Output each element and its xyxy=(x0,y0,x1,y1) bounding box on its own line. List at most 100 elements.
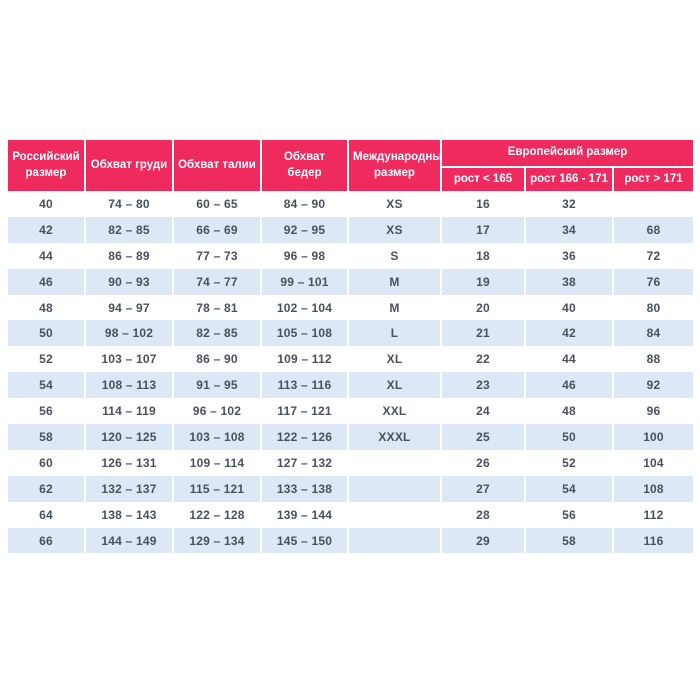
hips-cell: 117 – 121 xyxy=(262,398,349,425)
international-size-cell: XXL xyxy=(349,398,442,425)
chest-cell: 126 – 131 xyxy=(86,449,174,476)
height-lt-165-cell: 18 xyxy=(442,242,526,269)
table-row: 46 90 – 93 74 – 77 99 – 101 M 19 38 76 xyxy=(8,268,694,295)
height-166-171-cell: 32 xyxy=(526,191,614,217)
table-row: 64 138 – 143 122 – 128 139 – 144 28 56 112 xyxy=(8,501,694,528)
table-body: 40 74 – 80 60 – 65 84 – 90 XS 16 32 42 82 – 85 66… xyxy=(8,191,694,554)
header-international-size: Международный размер xyxy=(349,140,442,191)
hips-cell: 84 – 90 xyxy=(262,191,349,217)
header-height-lt-165: рост < 165 xyxy=(442,168,526,191)
waist-cell: 129 – 134 xyxy=(174,527,262,554)
table-row: 66 144 – 149 129 – 134 145 – 150 29 58 116 xyxy=(8,527,694,554)
russian-size-cell: 46 xyxy=(8,268,86,295)
height-lt-165-cell: 22 xyxy=(442,346,526,373)
height-166-171-cell: 40 xyxy=(526,294,614,321)
waist-cell: 122 – 128 xyxy=(174,501,262,528)
height-166-171-cell: 46 xyxy=(526,372,614,399)
height-lt-165-cell: 26 xyxy=(442,449,526,476)
table-row: 52 103 – 107 86 – 90 109 – 112 XL 22 44 88 xyxy=(8,346,694,373)
russian-size-cell: 52 xyxy=(8,346,86,373)
height-166-171-cell: 42 xyxy=(526,320,614,347)
international-size-cell: XXXL xyxy=(349,424,442,450)
height-gt-171-cell: 104 xyxy=(614,449,694,476)
chest-cell: 114 – 119 xyxy=(86,398,174,425)
chest-cell: 86 – 89 xyxy=(86,242,174,269)
hips-cell: 99 – 101 xyxy=(262,268,349,295)
height-lt-165-cell: 28 xyxy=(442,501,526,528)
international-size-cell: XL xyxy=(349,372,442,399)
header-hips: Обхват бедер xyxy=(262,140,349,191)
height-gt-171-cell: 100 xyxy=(614,424,694,450)
table-row: 58 120 – 125 103 – 108 122 – 126 XXXL 25 50 100 xyxy=(8,424,694,450)
height-166-171-cell: 38 xyxy=(526,268,614,295)
size-chart-table: Российский размер Обхват груди Обхват та… xyxy=(8,140,694,554)
chest-cell: 132 – 137 xyxy=(86,475,174,502)
international-size-cell: S xyxy=(349,242,442,269)
russian-size-cell: 40 xyxy=(8,191,86,217)
international-size-cell: XS xyxy=(349,216,442,243)
height-gt-171-cell xyxy=(614,191,694,217)
hips-cell: 122 – 126 xyxy=(262,424,349,450)
table-row: 56 114 – 119 96 – 102 117 – 121 XXL 24 48 96 xyxy=(8,398,694,425)
table-row: 44 86 – 89 77 – 73 96 – 98 S 18 36 72 xyxy=(8,242,694,269)
height-gt-171-cell: 88 xyxy=(614,346,694,373)
height-166-171-cell: 52 xyxy=(526,449,614,476)
table-row: 48 94 – 97 78 – 81 102 – 104 M 20 40 80 xyxy=(8,294,694,321)
height-lt-165-cell: 19 xyxy=(442,268,526,295)
height-gt-171-cell: 116 xyxy=(614,527,694,554)
russian-size-cell: 48 xyxy=(8,294,86,321)
chest-cell: 74 – 80 xyxy=(86,191,174,217)
hips-cell: 145 – 150 xyxy=(262,527,349,554)
height-gt-171-cell: 92 xyxy=(614,372,694,399)
height-lt-165-cell: 21 xyxy=(442,320,526,347)
international-size-cell: L xyxy=(349,320,442,347)
height-gt-171-cell: 80 xyxy=(614,294,694,321)
russian-size-cell: 56 xyxy=(8,398,86,425)
chest-cell: 103 – 107 xyxy=(86,346,174,373)
height-lt-165-cell: 27 xyxy=(442,475,526,502)
table-header: Российский размер Обхват груди Обхват та… xyxy=(8,140,694,191)
table-row: 42 82 – 85 66 – 69 92 – 95 XS 17 34 68 xyxy=(8,216,694,243)
waist-cell: 91 – 95 xyxy=(174,372,262,399)
russian-size-cell: 64 xyxy=(8,501,86,528)
hips-cell: 102 – 104 xyxy=(262,294,349,321)
header-height-166-171: рост 166 - 171 xyxy=(526,168,614,191)
height-lt-165-cell: 23 xyxy=(442,372,526,399)
table-row: 40 74 – 80 60 – 65 84 – 90 XS 16 32 xyxy=(8,191,694,217)
height-gt-171-cell: 76 xyxy=(614,268,694,295)
international-size-cell: XL xyxy=(349,346,442,373)
russian-size-cell: 42 xyxy=(8,216,86,243)
chest-cell: 108 – 113 xyxy=(86,372,174,399)
waist-cell: 96 – 102 xyxy=(174,398,262,425)
chest-cell: 82 – 85 xyxy=(86,216,174,243)
table-row: 54 108 – 113 91 – 95 113 – 116 XL 23 46 92 xyxy=(8,372,694,399)
height-166-171-cell: 50 xyxy=(526,424,614,450)
height-lt-165-cell: 20 xyxy=(442,294,526,321)
hips-cell: 96 – 98 xyxy=(262,242,349,269)
russian-size-cell: 44 xyxy=(8,242,86,269)
hips-cell: 127 – 132 xyxy=(262,449,349,476)
height-lt-165-cell: 24 xyxy=(442,398,526,425)
international-size-cell xyxy=(349,527,442,554)
chest-cell: 120 – 125 xyxy=(86,424,174,450)
waist-cell: 77 – 73 xyxy=(174,242,262,269)
height-166-171-cell: 54 xyxy=(526,475,614,502)
russian-size-cell: 58 xyxy=(8,424,86,450)
waist-cell: 103 – 108 xyxy=(174,424,262,450)
header-waist: Обхват талии xyxy=(174,140,262,191)
hips-cell: 113 – 116 xyxy=(262,372,349,399)
height-lt-165-cell: 16 xyxy=(442,191,526,217)
table-row: 60 126 – 131 109 – 114 127 – 132 26 52 104 xyxy=(8,449,694,476)
international-size-cell: M xyxy=(349,294,442,321)
size-chart: Российский размер Обхват груди Обхват та… xyxy=(8,140,694,554)
header-chest: Обхват груди xyxy=(86,140,174,191)
height-gt-171-cell: 108 xyxy=(614,475,694,502)
hips-cell: 133 – 138 xyxy=(262,475,349,502)
international-size-cell: M xyxy=(349,268,442,295)
header-row-sub: рост < 165 рост 166 - 171 рост > 171 xyxy=(8,168,694,191)
height-gt-171-cell: 96 xyxy=(614,398,694,425)
international-size-cell xyxy=(349,449,442,476)
russian-size-cell: 60 xyxy=(8,449,86,476)
hips-cell: 139 – 144 xyxy=(262,501,349,528)
